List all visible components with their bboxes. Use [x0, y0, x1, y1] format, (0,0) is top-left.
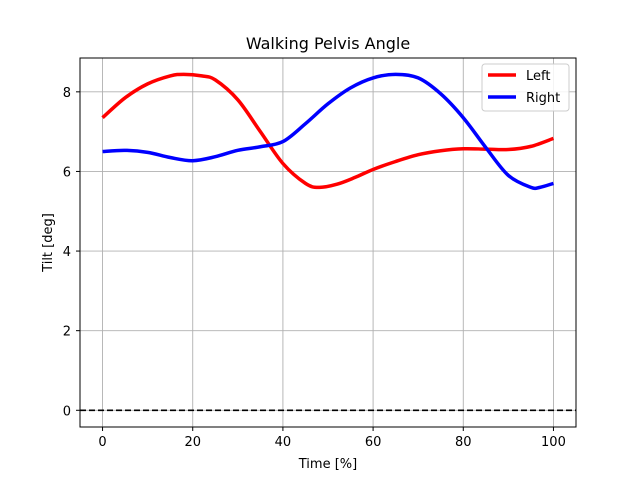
axis-ticks: 0 20 40 60 80 100 0 2 4 6 8 [63, 86, 566, 450]
grid-lines [80, 58, 576, 427]
x-tick-label: 80 [455, 435, 472, 450]
x-axis-label: Time [%] [298, 457, 357, 472]
x-tick-label: 40 [275, 435, 292, 450]
legend: Left Right [481, 63, 570, 112]
legend-label-left: Left [526, 69, 550, 84]
x-tick-label: 60 [365, 435, 382, 450]
y-tick-label: 8 [63, 86, 71, 101]
y-tick-label: 0 [63, 404, 71, 419]
series-line-right [102, 72, 554, 191]
x-tick-label: 100 [541, 435, 566, 450]
x-tick-label: 0 [98, 435, 106, 450]
chart-title: Walking Pelvis Angle [246, 34, 410, 53]
legend-label-right: Right [526, 91, 560, 106]
y-tick-label: 2 [63, 325, 71, 340]
plot-frame [79, 57, 577, 428]
x-tick-label: 20 [184, 435, 201, 450]
y-axis-label: Tilt [deg] [41, 213, 56, 273]
series-line-left [101, 72, 555, 190]
y-tick-label: 4 [63, 245, 71, 260]
series-lines [101, 72, 555, 191]
y-tick-label: 6 [63, 165, 71, 180]
